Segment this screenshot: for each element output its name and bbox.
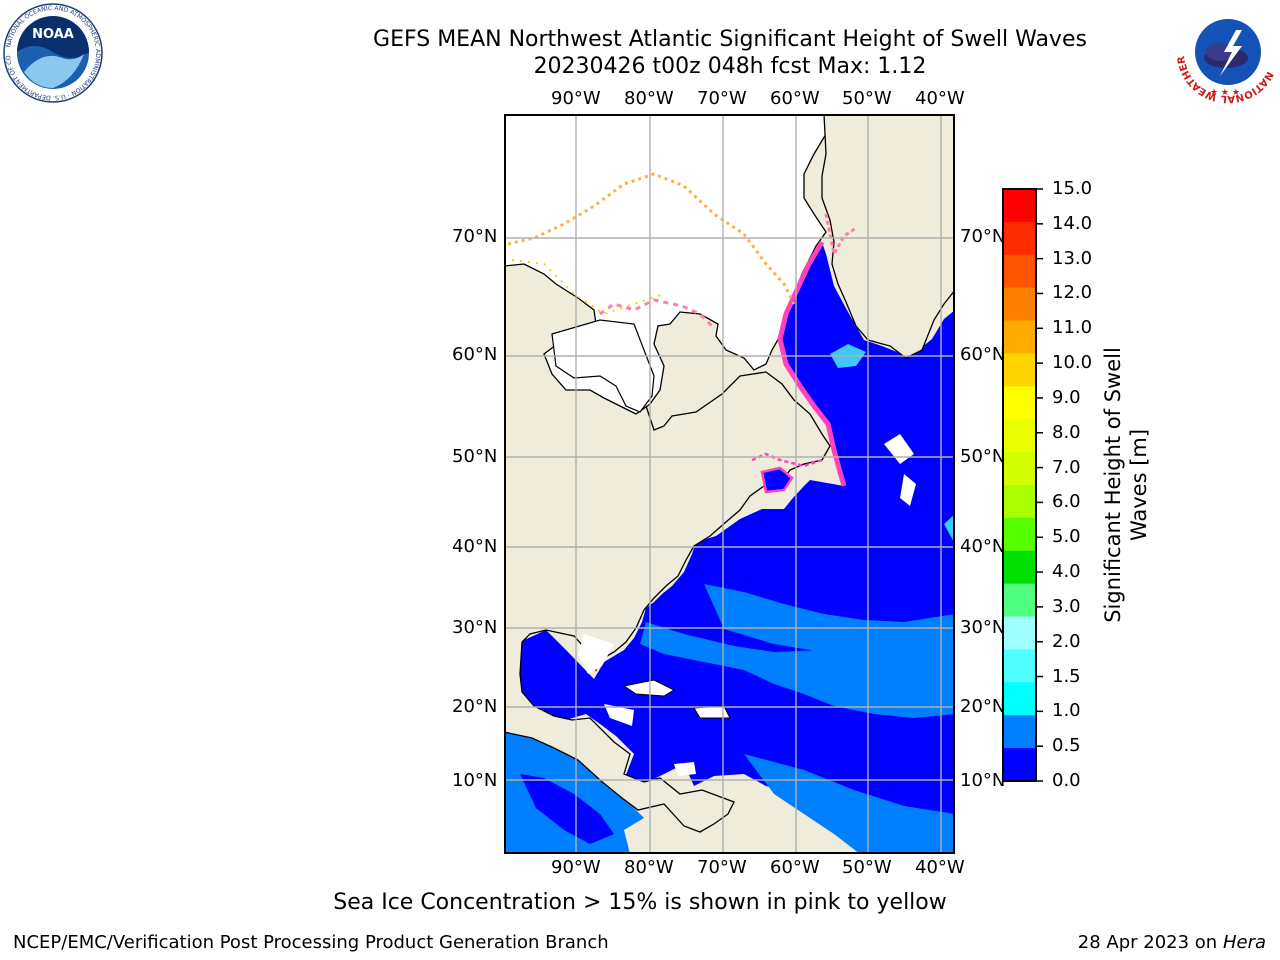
colorbar-tick-label: 14.0 bbox=[1052, 212, 1093, 234]
map-panel bbox=[504, 114, 955, 854]
svg-text:★ ★ ★: ★ ★ ★ bbox=[1210, 88, 1240, 98]
lon-label-top: 50°W bbox=[842, 88, 892, 109]
lat-label-left: 20°N bbox=[452, 696, 498, 717]
lat-label-left: 40°N bbox=[452, 536, 498, 557]
colorbar-tick-label: 9.0 bbox=[1052, 386, 1081, 408]
lon-label-top: 70°W bbox=[697, 88, 747, 109]
sea-ice-edge-labrador bbox=[777, 240, 847, 487]
lon-label-top: 80°W bbox=[624, 88, 674, 109]
lon-label-top: 40°W bbox=[915, 88, 965, 109]
svg-text:NOAA: NOAA bbox=[32, 27, 74, 42]
colorbar-tick-label: 0.0 bbox=[1052, 770, 1081, 791]
chart-title: GEFS MEAN Northwest Atlantic Significant… bbox=[373, 27, 1087, 52]
lat-label-left: 30°N bbox=[452, 617, 498, 638]
colorbar-label-line1: Significant Height of Swell bbox=[1101, 347, 1125, 623]
lat-label-left: 50°N bbox=[452, 446, 498, 467]
lon-label-top: 90°W bbox=[551, 88, 601, 109]
colorbar-tick-label: 2.0 bbox=[1052, 630, 1081, 652]
colorbar-tick-label: 0.5 bbox=[1052, 735, 1081, 757]
lat-label-right: 40°N bbox=[960, 536, 1006, 557]
colorbar-tick-label: 4.0 bbox=[1052, 561, 1081, 583]
nws-logo: NATIONAL WEATHER SERVICE ★ ★ ★ bbox=[1176, 0, 1278, 104]
colorbar-tick-label: 1.0 bbox=[1052, 700, 1081, 722]
map-frame bbox=[504, 114, 955, 854]
lat-label-left: 10°N bbox=[452, 770, 498, 791]
colorbar-cell bbox=[1003, 517, 1036, 552]
colorbar-cell bbox=[1003, 189, 1036, 223]
lat-label-left: 60°N bbox=[452, 344, 498, 365]
lon-label-bottom: 60°W bbox=[770, 857, 820, 878]
colorbar-cell bbox=[1003, 353, 1036, 387]
colorbar-tick-label: 13.0 bbox=[1052, 247, 1093, 269]
colorbar-cell bbox=[1003, 419, 1036, 453]
lon-label-bottom: 90°W bbox=[551, 857, 601, 878]
noaa-logo: NATIONAL OCEANIC AND ATMOSPHERIC ADMINIS… bbox=[2, 2, 103, 103]
credit-date-text: 28 Apr 2023 on bbox=[1077, 932, 1223, 953]
colorbar-tick-label: 10.0 bbox=[1052, 352, 1093, 374]
pacific-ocean bbox=[504, 732, 644, 854]
lat-label-right: 30°N bbox=[960, 617, 1006, 638]
colorbar-cell bbox=[1003, 649, 1036, 683]
colorbar-cell bbox=[1003, 386, 1036, 420]
colorbar-cell bbox=[1003, 485, 1036, 519]
credit-date: 28 Apr 2023 on Hera bbox=[1078, 932, 1266, 953]
colorbar-tick-label: 1.5 bbox=[1052, 665, 1081, 687]
colorbar-cell bbox=[1003, 221, 1036, 256]
colorbar-tick-label: 7.0 bbox=[1052, 456, 1081, 478]
colorbar-tick-label: 11.0 bbox=[1052, 317, 1093, 339]
lon-label-bottom: 50°W bbox=[842, 857, 892, 878]
colorbar-tick-label: 6.0 bbox=[1052, 491, 1081, 513]
colorbar bbox=[1002, 188, 1043, 782]
colorbar-label: Significant Height of Swell Waves [m] bbox=[1100, 347, 1152, 623]
map-gridlines bbox=[504, 114, 955, 854]
greenland bbox=[821, 114, 955, 359]
lat-label-left: 70°N bbox=[452, 226, 498, 247]
lon-label-bottom: 40°W bbox=[915, 857, 965, 878]
lon-label-bottom: 70°W bbox=[697, 857, 747, 878]
lat-label-right: 70°N bbox=[960, 226, 1006, 247]
lon-label-bottom: 80°W bbox=[624, 857, 674, 878]
colorbar-cell bbox=[1003, 682, 1036, 716]
colorbar-cell bbox=[1003, 550, 1036, 585]
lon-label-top: 60°W bbox=[770, 88, 820, 109]
colorbar-cell bbox=[1003, 616, 1036, 650]
lat-label-right: 50°N bbox=[960, 446, 1006, 467]
colorbar-label-line2: Waves [m] bbox=[1127, 428, 1151, 542]
colorbar-tick-label: 5.0 bbox=[1052, 526, 1081, 548]
credit-branch: NCEP/EMC/Verification Post Processing Pr… bbox=[13, 932, 609, 953]
colorbar-cell bbox=[1003, 254, 1036, 289]
sea-ice-caption: Sea Ice Concentration > 15% is shown in … bbox=[333, 890, 947, 915]
colorbar-cell bbox=[1003, 583, 1036, 618]
lat-label-right: 60°N bbox=[960, 344, 1006, 365]
colorbar-cell bbox=[1003, 320, 1036, 354]
colorbar-tick-label: 8.0 bbox=[1052, 421, 1081, 443]
colorbar-tick-label: 12.0 bbox=[1052, 282, 1093, 304]
colorbar-tick-label: 3.0 bbox=[1052, 595, 1081, 617]
credit-host: Hera bbox=[1222, 932, 1266, 953]
lat-label-right: 20°N bbox=[960, 696, 1006, 717]
colorbar-cell bbox=[1003, 748, 1036, 782]
lat-label-right: 10°N bbox=[960, 770, 1006, 791]
colorbar-cell bbox=[1003, 287, 1036, 322]
chart-subtitle: 20230426 t00z 048h fcst Max: 1.12 bbox=[533, 54, 927, 79]
colorbar-cell bbox=[1003, 452, 1036, 486]
colorbar-cell bbox=[1003, 715, 1036, 749]
colorbar-tick-label: 15.0 bbox=[1052, 178, 1093, 199]
